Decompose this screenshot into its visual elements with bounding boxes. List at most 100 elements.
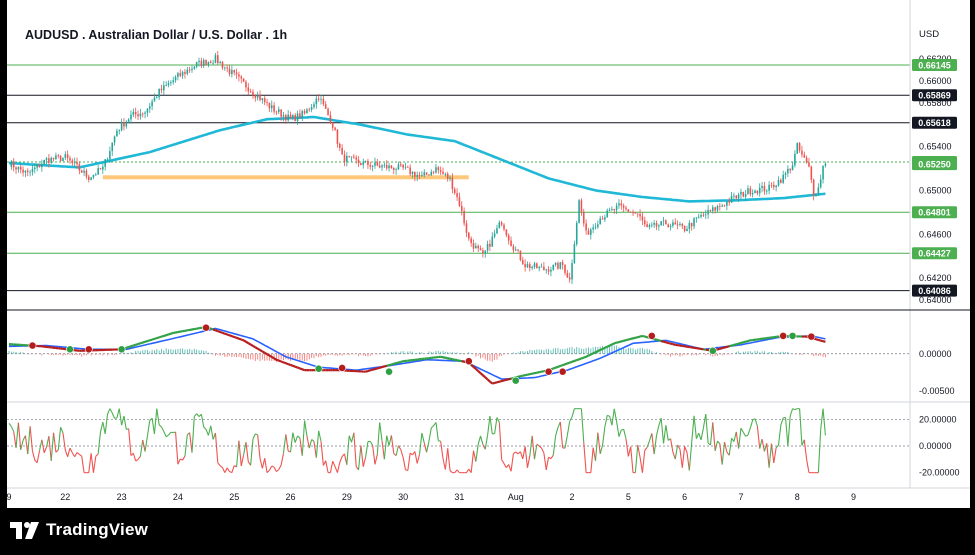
oscillator-line-segment — [38, 439, 43, 451]
macd-line-segment — [642, 334, 646, 338]
chart-canvas[interactable]: 0.66200 0.66000 0.65800 0.65400 0.65000 0.646… — [7, 0, 970, 508]
macd-line-segment — [297, 366, 301, 370]
support-zone-layer — [102, 175, 469, 180]
candle-body — [127, 119, 130, 122]
oscillator-line-segment — [449, 470, 453, 474]
macd-line-segment — [224, 332, 228, 336]
candle-body — [43, 159, 45, 165]
candle-body — [449, 177, 451, 179]
candle-body — [704, 214, 707, 216]
oscillator-line-segment — [529, 435, 533, 456]
candle-body — [24, 170, 27, 173]
candle-body — [721, 205, 723, 207]
macd-line-segment — [731, 343, 735, 347]
candle-body — [707, 209, 709, 215]
macd-line-segment — [151, 337, 155, 341]
candle-body — [674, 222, 677, 225]
oscillator-line-segment — [613, 408, 618, 422]
macd-line-segment — [128, 345, 132, 349]
macd-line-segment — [264, 351, 268, 356]
candle-body — [125, 121, 128, 127]
candle-body — [331, 123, 334, 128]
oscillator-line-segment — [770, 443, 775, 463]
candle-body — [498, 222, 501, 229]
oscillator-line-segment — [163, 431, 167, 438]
candle-body — [249, 91, 252, 93]
time-tick-label: 25 — [229, 492, 239, 502]
oscillator-line-segment — [745, 434, 749, 437]
oscillator-line-segment — [15, 422, 19, 449]
candle-body — [324, 104, 327, 109]
macd-line-segment — [656, 338, 660, 342]
oscillator-line-segment — [210, 425, 214, 440]
candle-body — [686, 228, 688, 232]
oscillator-line-segment — [597, 432, 601, 454]
candle-body — [428, 174, 430, 176]
oscillator-line-segment — [99, 421, 104, 433]
candle-body — [643, 220, 646, 225]
candle-body — [296, 113, 299, 122]
candle-body — [665, 220, 667, 225]
last-price-label: 0.65250 — [918, 160, 951, 170]
oscillator-line-segment — [17, 422, 22, 450]
macd-cross-marker — [202, 323, 210, 332]
currency-label[interactable]: USD — [919, 29, 940, 40]
axes-layer: 0.66200 0.66000 0.65800 0.65400 0.65000 0.646… — [7, 0, 970, 502]
candle-body — [470, 238, 472, 244]
candle-body — [547, 269, 550, 272]
oscillator-line-segment — [280, 453, 285, 466]
oscillator-line-segment — [644, 447, 648, 451]
oscillator-line-segment — [660, 418, 665, 444]
oscillator-line-segment — [559, 421, 564, 449]
candle-body — [505, 229, 508, 236]
oscillator-line-segment — [60, 427, 64, 434]
candle-body — [791, 165, 794, 171]
oscillator-line-segment — [670, 438, 674, 453]
oscillator-line-segment — [299, 437, 303, 456]
oscillator-line-segment — [501, 459, 505, 464]
oscillator-line-segment — [128, 428, 132, 456]
candle-body — [22, 169, 24, 173]
macd-line-segment — [611, 342, 615, 346]
macd-line-segment — [491, 381, 495, 385]
oscillator-line-segment — [749, 419, 754, 429]
oscillator-line-segment — [784, 417, 789, 446]
oscillator-line-segment — [353, 432, 357, 467]
macd-line-segment — [222, 331, 226, 335]
candle-body — [573, 244, 576, 264]
price-tick-label: 0.64200 — [919, 273, 952, 283]
level-price-label: 0.65869 — [918, 91, 951, 101]
oscillator-line-segment — [639, 457, 643, 473]
time-tick-label: 9 — [7, 492, 12, 502]
macd-cross-marker — [66, 345, 74, 354]
price-tick-label: 0.66200 — [919, 54, 952, 64]
oscillator-line-segment — [45, 436, 50, 448]
oscillator-line-segment — [688, 442, 693, 471]
candle-body — [510, 240, 512, 247]
macd-line-segment — [229, 334, 233, 338]
candle-body — [292, 115, 294, 119]
oscillator-line-segment — [276, 469, 280, 473]
candle-body — [17, 166, 20, 170]
chart-area[interactable]: 0.66200 0.66000 0.65800 0.65400 0.65000 0.646… — [7, 0, 970, 508]
candle-body — [31, 169, 34, 172]
level-price-label-background — [912, 116, 957, 129]
time-tick-label: 26 — [286, 492, 296, 502]
candle-body — [787, 168, 789, 174]
oscillator-line-segment — [601, 426, 606, 446]
candle-body — [601, 218, 604, 220]
tradingview-logo[interactable]: TradingView — [10, 519, 148, 541]
candle-body — [615, 205, 618, 211]
last-price-label-background — [912, 158, 957, 171]
candle-body — [327, 108, 329, 116]
candle-body — [102, 166, 104, 170]
candle-body — [812, 179, 815, 196]
oscillator-line-segment — [282, 434, 287, 454]
candle-body — [545, 269, 548, 271]
candle-body — [648, 225, 651, 228]
candle-body — [789, 168, 792, 171]
oscillator-line-segment — [789, 408, 794, 417]
macd-line-segment — [210, 327, 214, 331]
oscillator-line-segment — [214, 432, 219, 463]
candle-body — [625, 207, 627, 210]
